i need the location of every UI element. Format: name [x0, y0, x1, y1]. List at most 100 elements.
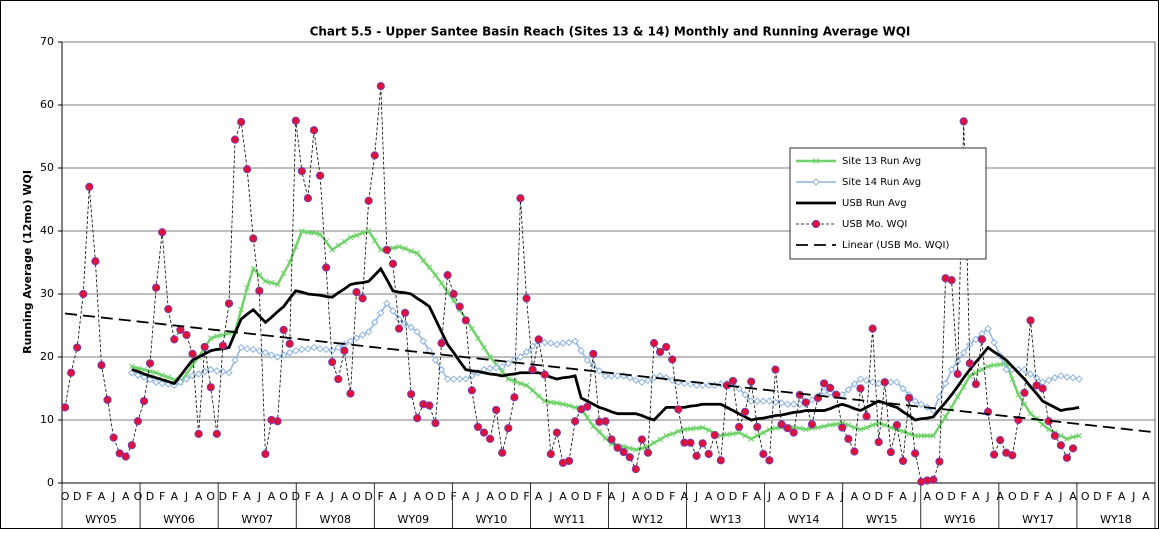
data-point: [414, 250, 421, 256]
data-point: [850, 380, 859, 388]
data-point: [188, 372, 197, 380]
x-tick-label: A: [851, 490, 859, 503]
x-tick-label: A: [195, 490, 203, 503]
data-point: [456, 375, 464, 383]
data-point: [590, 423, 597, 430]
data-point: [619, 448, 628, 457]
data-point: [802, 426, 809, 433]
data-point: [1020, 388, 1029, 398]
data-point: [486, 364, 494, 373]
data-point: [250, 265, 257, 272]
data-point: [237, 343, 245, 352]
data-point: [511, 378, 518, 384]
data-point: [997, 361, 1004, 368]
x-tick-label: D: [73, 490, 81, 503]
data-point: [1015, 391, 1022, 398]
data-point: [724, 431, 730, 438]
x-tick-label: J: [621, 490, 625, 503]
data-point: [607, 372, 616, 380]
x-tick-label: F: [815, 490, 821, 503]
data-point: [231, 356, 239, 364]
x-tick-label: A: [608, 490, 616, 503]
x-group-label: WY11: [554, 513, 586, 526]
x-tick-label: A: [778, 490, 786, 503]
data-point: [450, 297, 457, 304]
data-point: [359, 230, 366, 236]
data-point: [571, 417, 580, 426]
data-point: [273, 353, 282, 361]
data-point: [305, 229, 311, 236]
data-point: [626, 374, 634, 382]
data-point: [759, 449, 768, 459]
data-point: [280, 270, 287, 277]
data-point: [815, 424, 821, 431]
data-point: [134, 371, 142, 379]
data-point: [602, 435, 609, 442]
data-point: [657, 436, 663, 443]
data-point: [947, 276, 956, 285]
data-point: [316, 345, 324, 353]
data-point: [432, 272, 439, 278]
data-point: [639, 445, 645, 452]
data-point: [808, 396, 816, 404]
data-point: [638, 378, 646, 386]
data-point: [704, 449, 713, 459]
data-point: [850, 447, 859, 456]
data-point: [560, 401, 566, 408]
data-point: [206, 383, 215, 392]
data-point: [364, 196, 373, 205]
data-point: [887, 378, 895, 386]
data-point: [868, 324, 877, 333]
data-point: [297, 167, 306, 176]
data-point: [121, 452, 130, 461]
data-point: [936, 423, 943, 430]
x-tick-label: O: [862, 490, 871, 503]
data-point: [880, 378, 889, 387]
data-point: [461, 316, 470, 325]
data-point: [1063, 373, 1071, 381]
data-point: [827, 422, 833, 428]
data-point: [328, 346, 336, 355]
x-group-label: WY05: [85, 513, 117, 526]
data-point: [893, 378, 901, 386]
data-point: [377, 309, 385, 317]
data-point: [801, 398, 810, 407]
data-point: [754, 432, 761, 439]
data-point: [1026, 316, 1035, 325]
data-point: [979, 366, 985, 373]
data-point: [1026, 370, 1035, 378]
data-point: [426, 264, 433, 271]
data-point: [595, 367, 604, 375]
data-point: [310, 343, 318, 352]
x-tick-label: A: [996, 490, 1004, 503]
data-point: [953, 369, 962, 379]
x-group-label: WY08: [319, 513, 351, 526]
x-tick-label: A: [559, 490, 567, 503]
data-point: [485, 434, 495, 443]
data-point: [607, 435, 616, 444]
x-group-label: WY12: [632, 513, 664, 526]
x-tick-label: A: [268, 490, 276, 503]
x-tick-label: D: [219, 490, 227, 503]
x-tick-label: A: [899, 490, 907, 503]
data-point: [856, 375, 865, 383]
data-point: [504, 424, 513, 433]
data-point: [207, 365, 215, 374]
legend-label: Site 14 Run Avg: [842, 177, 921, 188]
data-point: [109, 433, 118, 442]
data-point: [364, 328, 373, 336]
data-point: [443, 271, 452, 280]
data-point: [966, 340, 974, 349]
data-point: [911, 397, 919, 405]
data-point: [377, 247, 384, 253]
data-point: [1076, 432, 1082, 439]
data-point: [353, 232, 360, 239]
x-tick-label: J: [694, 490, 698, 503]
data-point: [165, 374, 172, 381]
x-tick-label: A: [535, 490, 543, 503]
y-tick-label: 70: [40, 35, 54, 48]
data-point: [1068, 444, 1078, 453]
data-point: [771, 365, 780, 374]
x-tick-label: A: [1069, 490, 1077, 503]
